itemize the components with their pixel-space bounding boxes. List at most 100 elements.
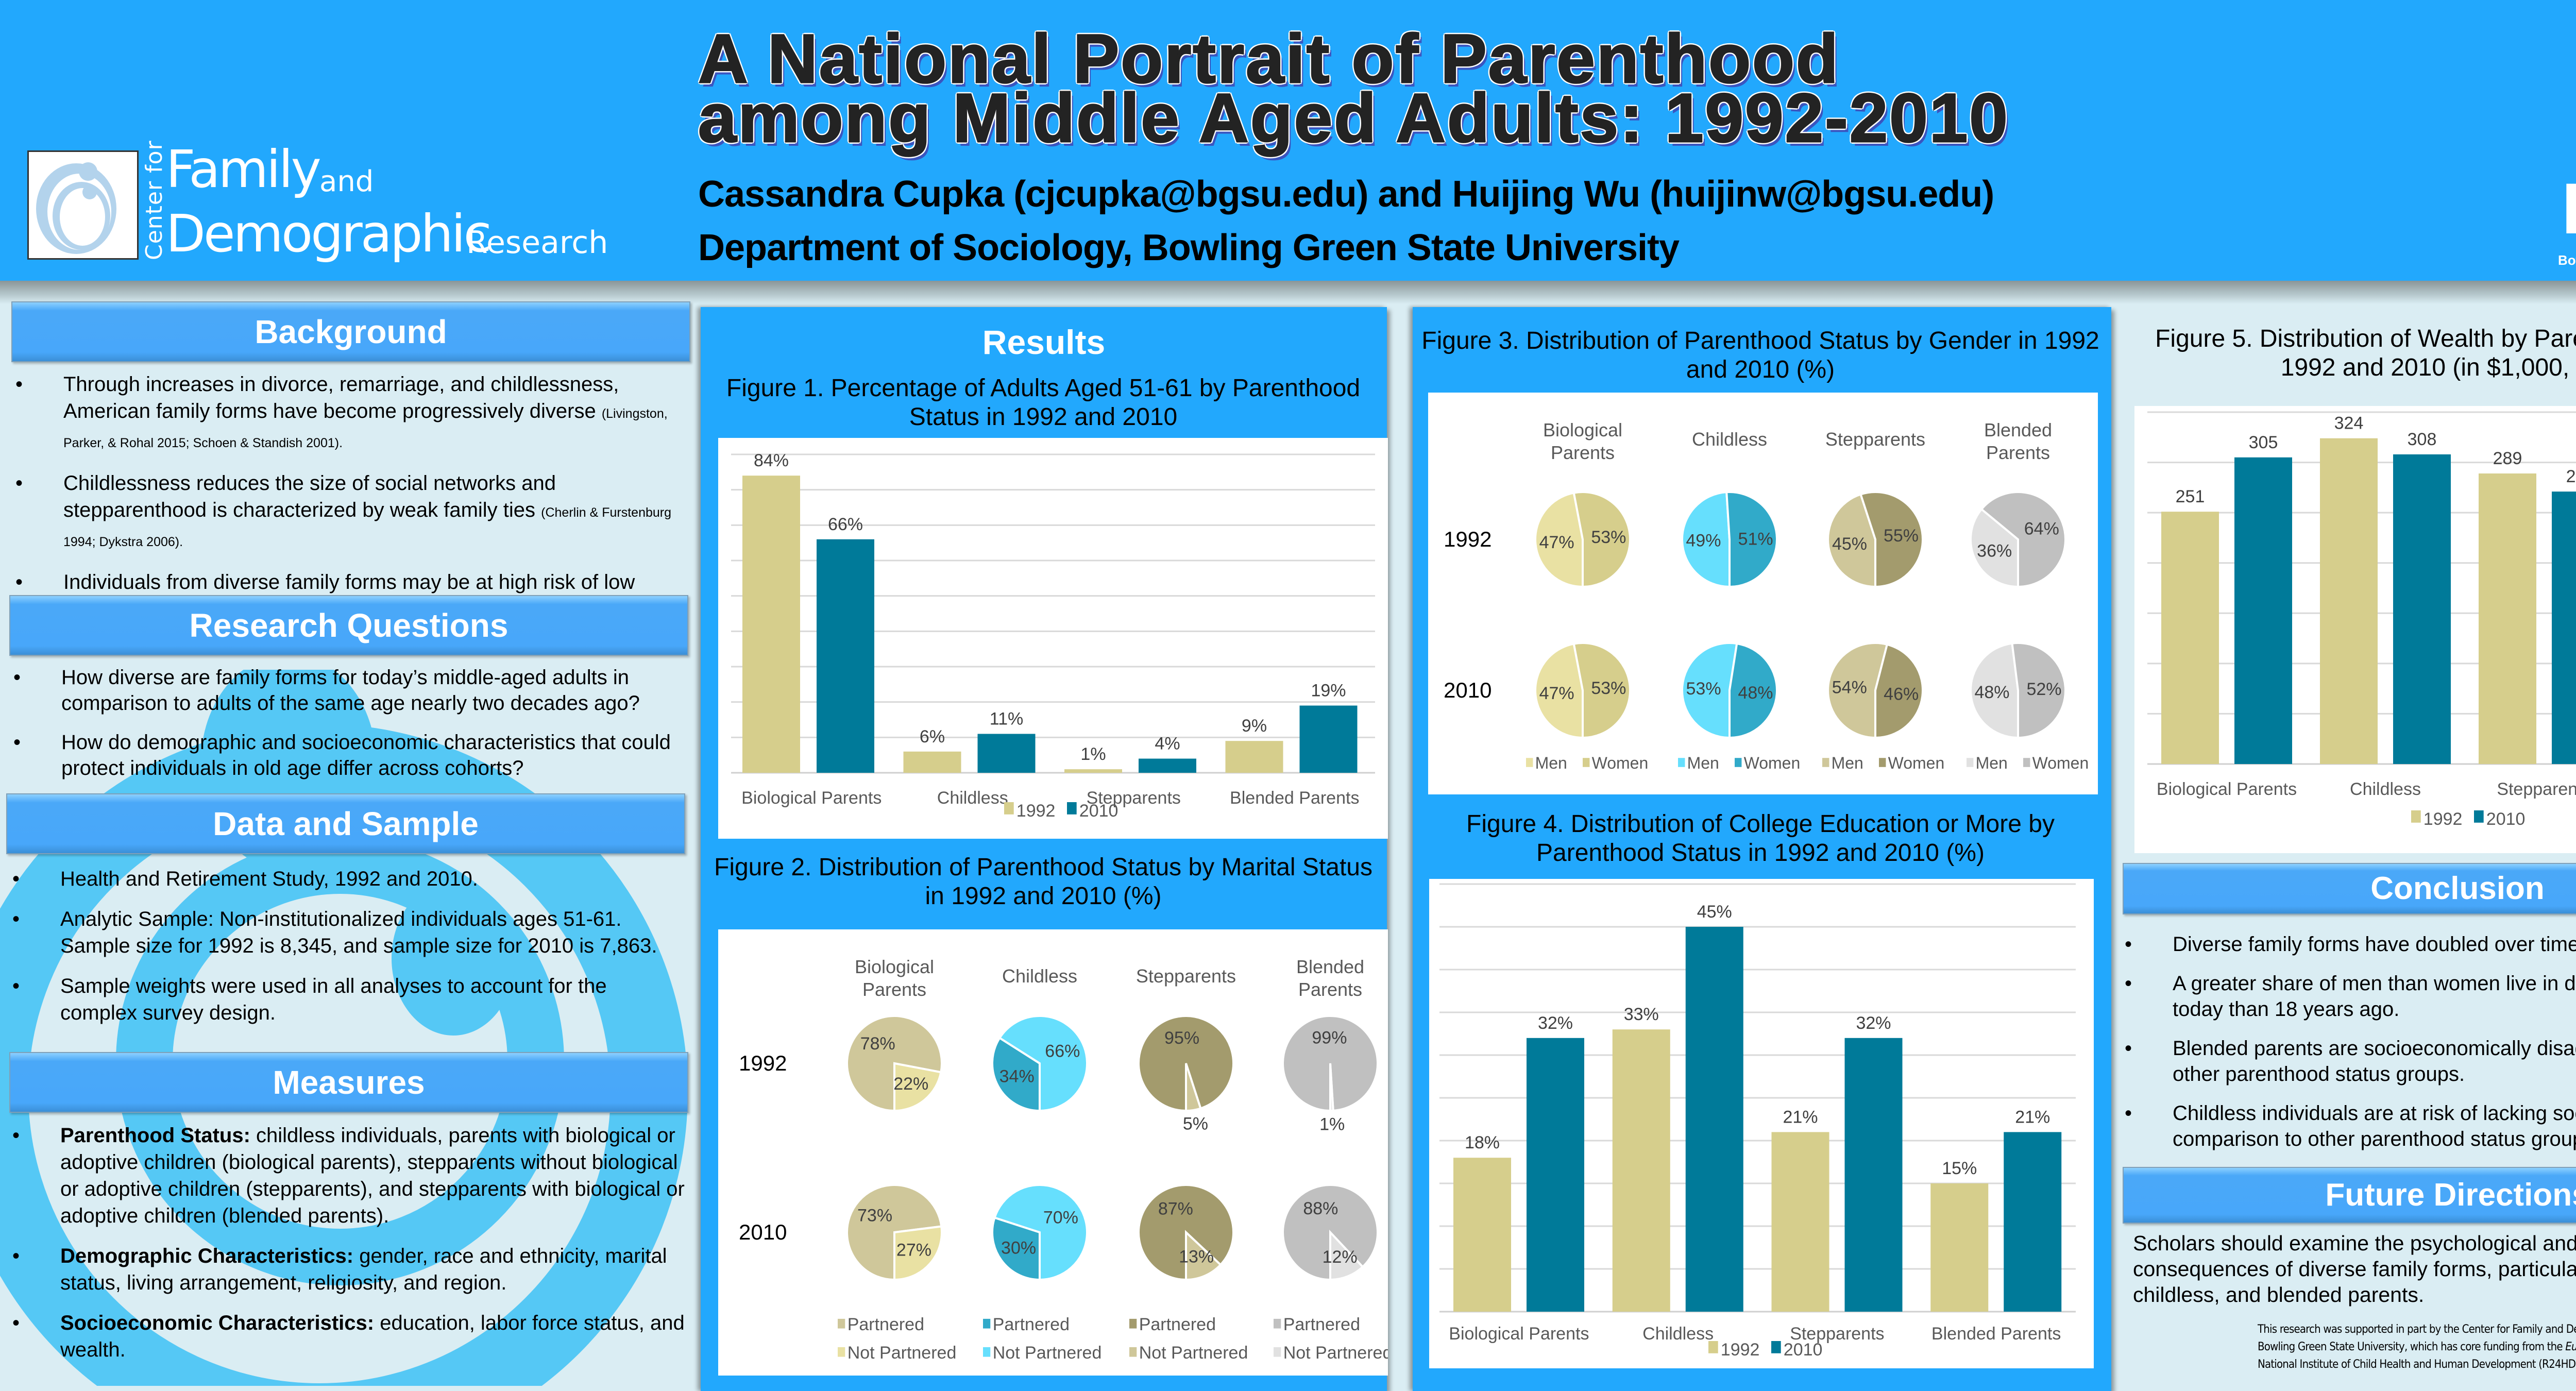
figure-1-chart: 84% 66% Biological Parents 6% 11% Childless 1%… <box>731 451 1375 821</box>
legend-label-women: Women <box>2032 754 2089 772</box>
pie-data-label: 54% <box>1832 678 1867 698</box>
legend-swatch-partnered <box>838 1318 845 1329</box>
legend-label-partnered: Partnered <box>993 1315 1070 1334</box>
data-label: 32% <box>1538 1013 1573 1033</box>
pie-slice-men-2010-childless <box>1681 642 1738 739</box>
legend-swatch-women <box>1879 758 1886 767</box>
pie-data-label: 64% <box>2024 519 2059 538</box>
future-directions-heading: Future Directions <box>2123 1167 2576 1224</box>
column-header-childless: Childless <box>1002 965 1077 987</box>
pie-slice-women-1992-biological-parents <box>1572 491 1631 588</box>
figure-4-chart: 18% 32% Biological Parents 33% 45% Childless 2… <box>1439 883 2076 1360</box>
row-label-2010: 2010 <box>1444 678 1492 702</box>
data-sample-bullet: Analytic Sample: Non-institutionalized i… <box>6 906 686 959</box>
bar-2010-stepparents <box>1139 758 1196 773</box>
pie-slice-not-partnered-1992-biological-parents <box>893 1062 942 1112</box>
legend-label-partnered: Partnered <box>1139 1315 1216 1334</box>
pie-slice-men-2010-biological-parents <box>1534 642 1584 739</box>
legend-swatch-2010 <box>2474 810 2484 823</box>
cfdr-demographic-label: Demographic <box>166 203 492 264</box>
conclusion-heading: Conclusion <box>2123 863 2576 914</box>
measures-bullet: Socioeconomic Characteristics: education… <box>6 1310 686 1363</box>
pie-data-label: 12% <box>1323 1247 1358 1267</box>
pie-slice-women-1992-childless <box>1725 491 1778 588</box>
pie-data-label: 47% <box>1539 533 1574 552</box>
pie-slice-not-partnered-1992-childless <box>998 1015 1088 1112</box>
pie-slice-men-1992-stepparents <box>1827 493 1876 588</box>
row-label-2010: 2010 <box>739 1220 787 1244</box>
pie-data-label: 53% <box>1591 678 1626 698</box>
legend-label-not-partnered: Not Partnered <box>993 1343 1102 1363</box>
bar-1992-biological-parents <box>742 476 800 773</box>
pie-data-label: 78% <box>860 1034 895 1054</box>
data-label: 308 <box>2408 430 2437 449</box>
pie-data-label: 53% <box>1591 528 1626 547</box>
bar-2010-blended-parents <box>2004 1132 2062 1312</box>
funding-acknowledgement: This research was supported in part by t… <box>2258 1323 2576 1371</box>
legend-swatch-men <box>1822 758 1829 767</box>
bgsu-logo-subtitle: Bowling Green State University <box>2558 252 2576 268</box>
pie-slice-women-2010-stepparents <box>1874 643 1924 739</box>
legend-swatch-partnered <box>983 1318 991 1329</box>
data-label: 4% <box>1155 734 1180 754</box>
data-label: 305 <box>2249 433 2278 452</box>
poster-title-line-2: among Middle Aged Adults: 1992-2010 <box>698 80 2009 157</box>
category-label-blended-parents: Blended Parents <box>1931 1324 2061 1344</box>
pie-data-label: 48% <box>1738 683 1773 703</box>
authors: Cassandra Cupka (cjcupka@bgsu.edu) and H… <box>698 174 1994 215</box>
results-heading: Results <box>982 323 1106 361</box>
header-shadow <box>0 281 2576 304</box>
bar-2010-childless <box>1685 927 1743 1312</box>
legend-swatch-women <box>1735 758 1742 767</box>
legend-swatch-2010 <box>1771 1341 1781 1353</box>
legend-label-2010: 2010 <box>1784 1340 1823 1360</box>
legend-label-1992: 1992 <box>2424 809 2463 829</box>
data-sample-text: Health and Retirement Study, 1992 and 20… <box>6 866 686 1040</box>
pie-slice-women-1992-stepparents <box>1859 491 1924 588</box>
bgsu-logo-bold: BG <box>2562 168 2576 249</box>
data-label: 18% <box>1465 1133 1500 1152</box>
pie-data-label: 95% <box>1164 1028 1199 1048</box>
pie-slice-women-2010-biological-parents <box>1572 642 1631 739</box>
bgsu-logo-icon: BGSU. <box>2562 173 2576 245</box>
figure-5-title: Figure 5. Distribution of Wealth by Pare… <box>2155 325 2576 381</box>
data-label: 15% <box>1942 1159 1977 1178</box>
legend-swatch-women <box>2023 758 2030 767</box>
pie-data-label: 73% <box>857 1206 892 1226</box>
pie-data-label: 22% <box>893 1074 928 1094</box>
conclusion-text: Diverse family forms have doubled over t… <box>2119 931 2576 1165</box>
legend-label-1992: 1992 <box>1721 1340 1760 1360</box>
column-header-childless: Childless <box>1692 429 1767 450</box>
conclusion-bullet: Diverse family forms have doubled over t… <box>2119 931 2576 957</box>
background-heading: Background <box>11 301 690 362</box>
measures-bullet: Demographic Characteristics: gender, rac… <box>6 1243 686 1296</box>
bar-2010-stepparents <box>1844 1038 1903 1312</box>
pie-slice-men-2010-stepparents <box>1827 642 1889 739</box>
column-header-biological-parents: Biological <box>855 956 934 977</box>
bar-2010-biological-parents <box>817 539 874 773</box>
data-label: 324 <box>2334 414 2364 433</box>
legend-label-women: Women <box>1888 754 1945 772</box>
cfdr-family-label: Family <box>166 139 321 199</box>
legend-swatch-1992 <box>1004 802 1014 815</box>
data-label: 271 <box>2566 467 2576 486</box>
pie-data-label: 47% <box>1539 684 1574 703</box>
cfdr-logo-icon <box>27 150 139 260</box>
research-question-bullet: How do demographic and socioeconomic cha… <box>7 730 687 781</box>
figure-4-title: Figure 4. Distribution of College Educat… <box>1466 810 2055 867</box>
pie-slice-not-partnered-2010-childless <box>993 1184 1088 1281</box>
pie-data-label: 27% <box>896 1240 931 1260</box>
data-sample-bullet: Sample weights were used in all analyses… <box>6 973 686 1026</box>
pie-slice-not-partnered-1992-stepparents <box>1185 1063 1202 1112</box>
row-label-1992: 1992 <box>739 1051 787 1075</box>
pie-slice-women-2010-blended-parents <box>2011 642 2066 739</box>
legend-label-not-partnered: Not Partnered <box>848 1343 957 1363</box>
results-panel: Results Figure 1. Percentage of Adults A… <box>701 307 1392 1391</box>
bar-2010-biological-parents <box>1527 1038 1584 1312</box>
pie-data-label: 34% <box>999 1066 1035 1086</box>
data-label: 84% <box>754 451 789 470</box>
column-header-blended-parents: Blended <box>1984 419 2052 440</box>
future-directions-text: Scholars should examine the psychologica… <box>2133 1231 2576 1307</box>
legend-label-men: Men <box>1535 754 1567 772</box>
column-header-blended-parents: Blended <box>1296 956 1364 977</box>
